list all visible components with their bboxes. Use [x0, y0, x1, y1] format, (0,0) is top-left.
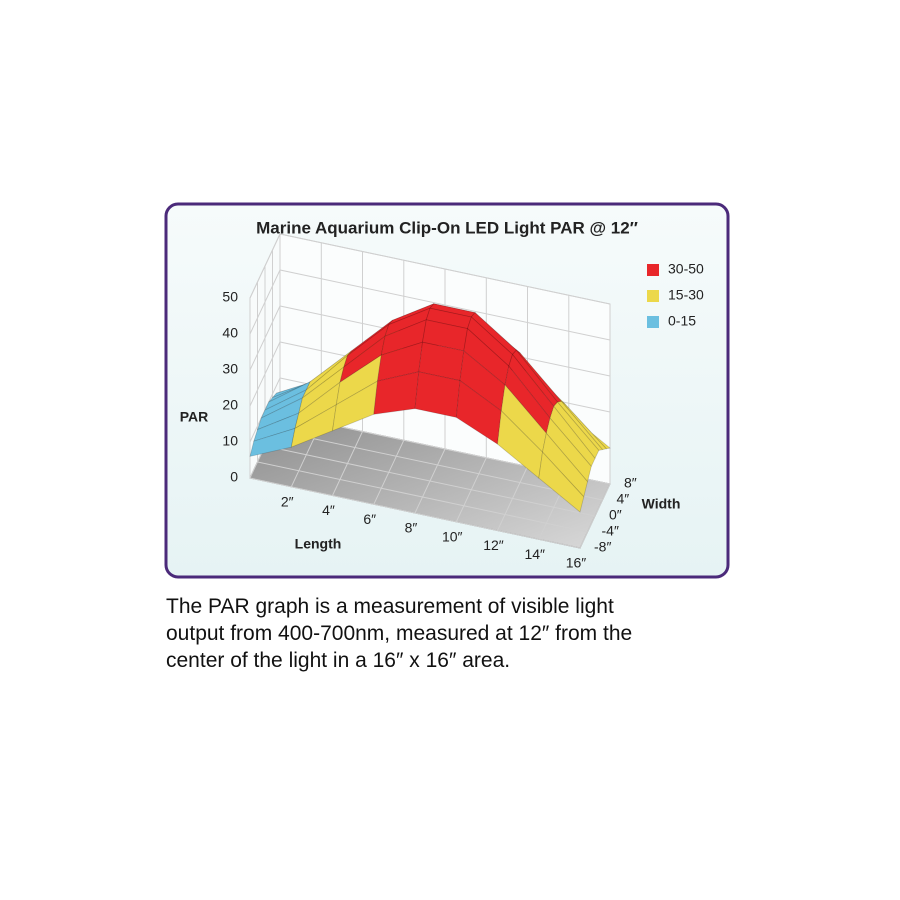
x-tick-label: 2″	[281, 493, 294, 509]
caption-line: output from 400-700nm, measured at 12″ f…	[166, 622, 633, 645]
y-tick-label: 4″	[617, 491, 630, 507]
y-tick-label: 0″	[609, 507, 622, 523]
surface-patch	[553, 401, 600, 460]
legend-label: 0-15	[668, 313, 696, 329]
x-tick-label: 8″	[405, 520, 418, 536]
legend-swatch	[647, 264, 659, 276]
z-tick-label: 50	[222, 289, 238, 305]
y-tick-label: 8″	[624, 475, 637, 491]
y-tick-label: -8″	[594, 539, 611, 555]
surface-patch	[538, 451, 585, 513]
surface-patch	[556, 400, 604, 451]
legend-label: 15-30	[668, 287, 704, 303]
x-tick-label: 14″	[524, 546, 545, 562]
x-tick-label: 16″	[566, 555, 587, 571]
chart-title: Marine Aquarium Clip-On LED Light PAR @ …	[256, 218, 638, 237]
legend-swatch	[647, 290, 659, 302]
z-tick-label: 40	[222, 325, 238, 341]
x-tick-label: 10″	[442, 528, 463, 544]
z-tick-label: 0	[230, 469, 238, 485]
x-tick-label: 6″	[363, 511, 376, 527]
chart: Marine Aquarium Clip-On LED Light PAR @ …	[164, 202, 730, 579]
caption: The PAR graph is a measurement of visibl…	[166, 593, 632, 674]
grid-line	[249, 298, 581, 549]
plot: 010203040502″4″6″8″10″12″14″16″-8″-4″0″4…	[222, 233, 637, 571]
z-tick-label: 30	[222, 361, 238, 377]
caption-line: The PAR graph is a measurement of visibl…	[166, 595, 614, 618]
surface-patch	[549, 405, 596, 468]
y-tick-label: -4″	[602, 523, 619, 539]
z-tick-label: 20	[222, 397, 238, 413]
x-axis-label: Length	[295, 536, 342, 552]
legend-swatch	[647, 316, 659, 328]
caption-line: center of the light in a 16″ x 16″ area.	[166, 649, 511, 672]
legend-label: 30-50	[668, 261, 704, 277]
x-tick-label: 4″	[322, 502, 335, 518]
z-tick-label: 10	[222, 433, 238, 449]
x-tick-label: 12″	[483, 537, 504, 553]
y-axis-label: Width	[642, 496, 681, 512]
grid-line	[257, 282, 588, 533]
z-axis-label: PAR	[180, 409, 209, 425]
